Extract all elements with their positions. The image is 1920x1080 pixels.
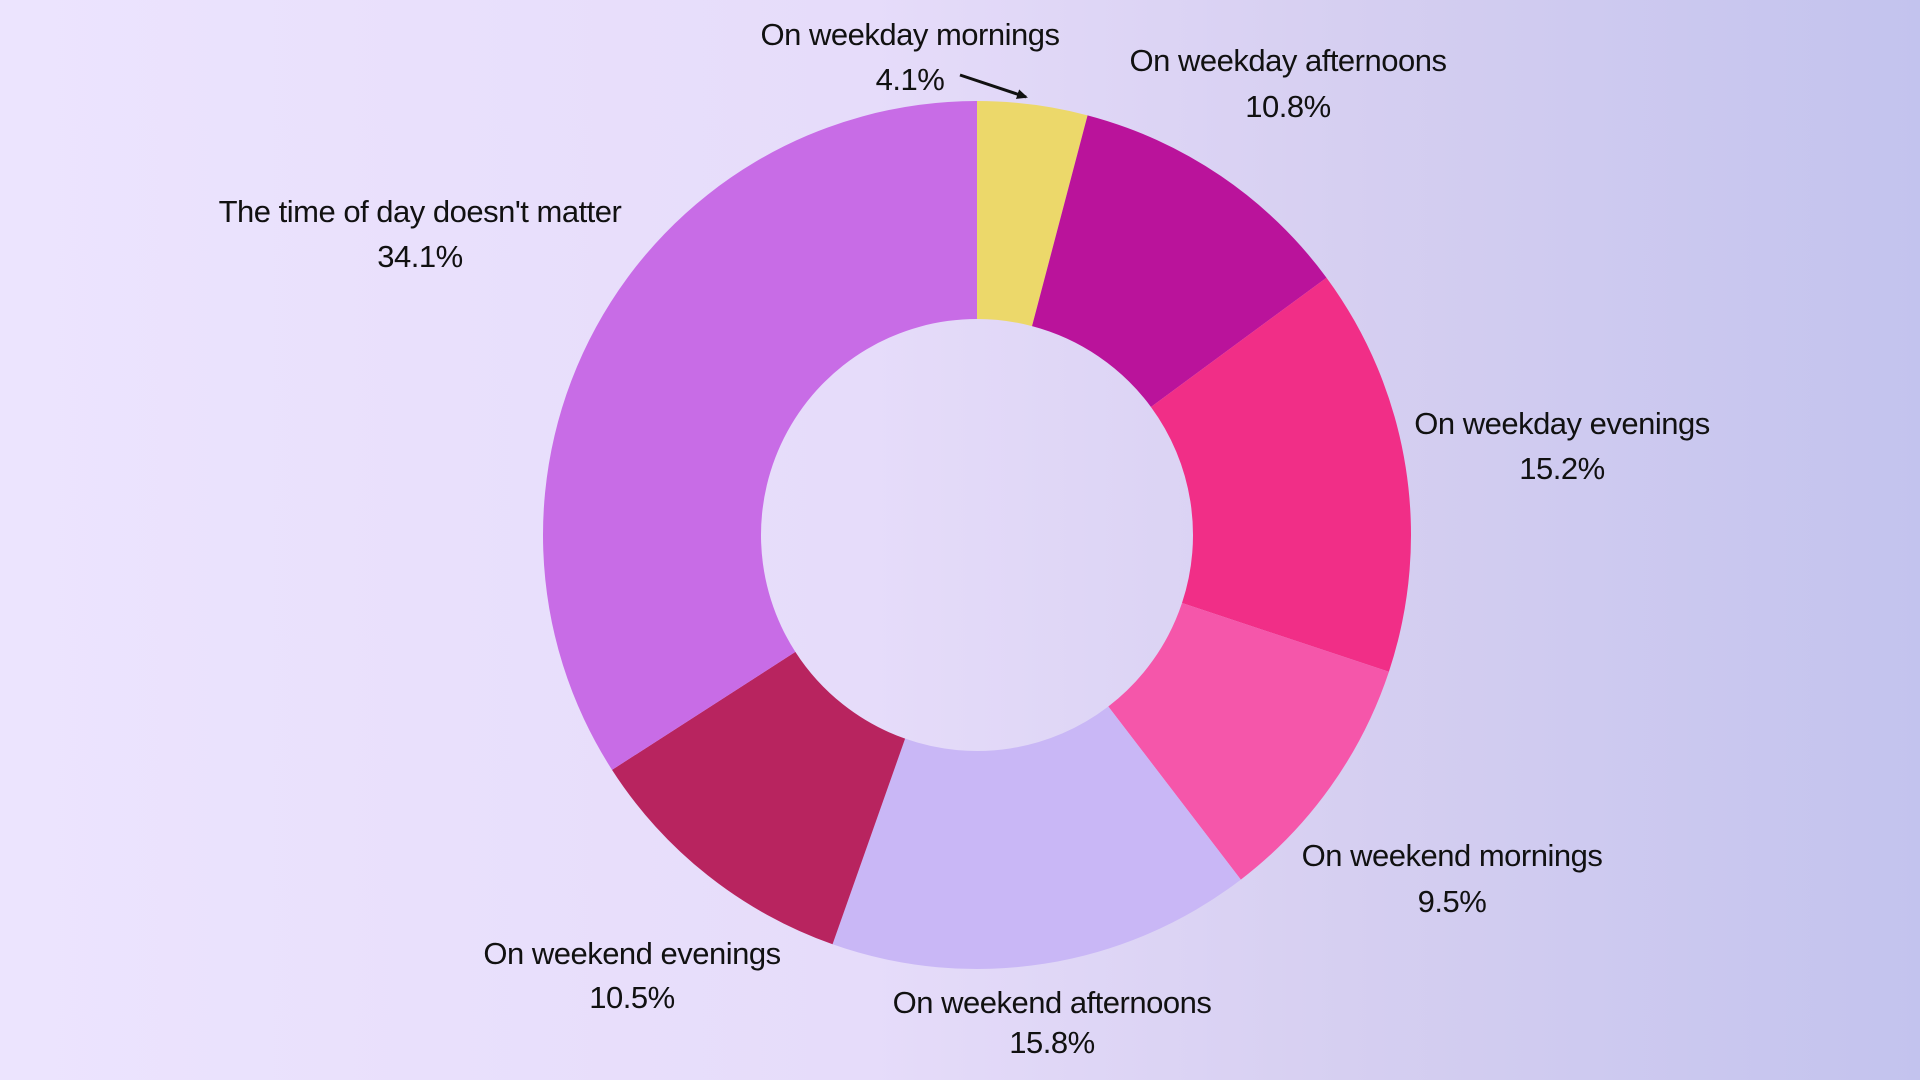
slice-value-label: 4.1%: [876, 62, 945, 97]
slice-label: On weekday evenings: [1414, 406, 1710, 441]
slice-label: On weekend evenings: [483, 936, 780, 971]
slice-value-label: 10.8%: [1245, 89, 1330, 124]
slice-on-weekday-evenings: [1150, 277, 1411, 672]
slice-labels: On weekday mornings 4.1% On weekday aftern…: [219, 17, 1711, 1060]
slice-on-weekend-mornings: [1108, 603, 1389, 880]
slice-value-label: 9.5%: [1418, 884, 1487, 919]
slice-label: The time of day doesn't matter: [219, 194, 622, 229]
slice-value-label: 15.8%: [1009, 1025, 1094, 1060]
slice-label: On weekday afternoons: [1130, 43, 1447, 78]
slice-on-weekend-afternoons: [832, 706, 1241, 969]
slice-label: On weekend mornings: [1302, 838, 1603, 873]
slice-on-weekday-mornings: [977, 101, 1088, 327]
leader-arrow: [959, 73, 1028, 99]
slice-value-label: 10.5%: [589, 980, 674, 1015]
donut-slices: [542, 101, 1411, 969]
slice-value-label: 15.2%: [1519, 451, 1604, 486]
slice-the-time-of-day-doesn-t-matter: [542, 101, 977, 770]
slice-label: On weekday mornings: [761, 17, 1060, 52]
slice-label: On weekend afternoons: [893, 985, 1212, 1020]
slice-on-weekend-evenings: [612, 651, 906, 945]
slice-value-label: 34.1%: [377, 239, 462, 274]
slice-on-weekday-afternoons: [1032, 115, 1327, 407]
